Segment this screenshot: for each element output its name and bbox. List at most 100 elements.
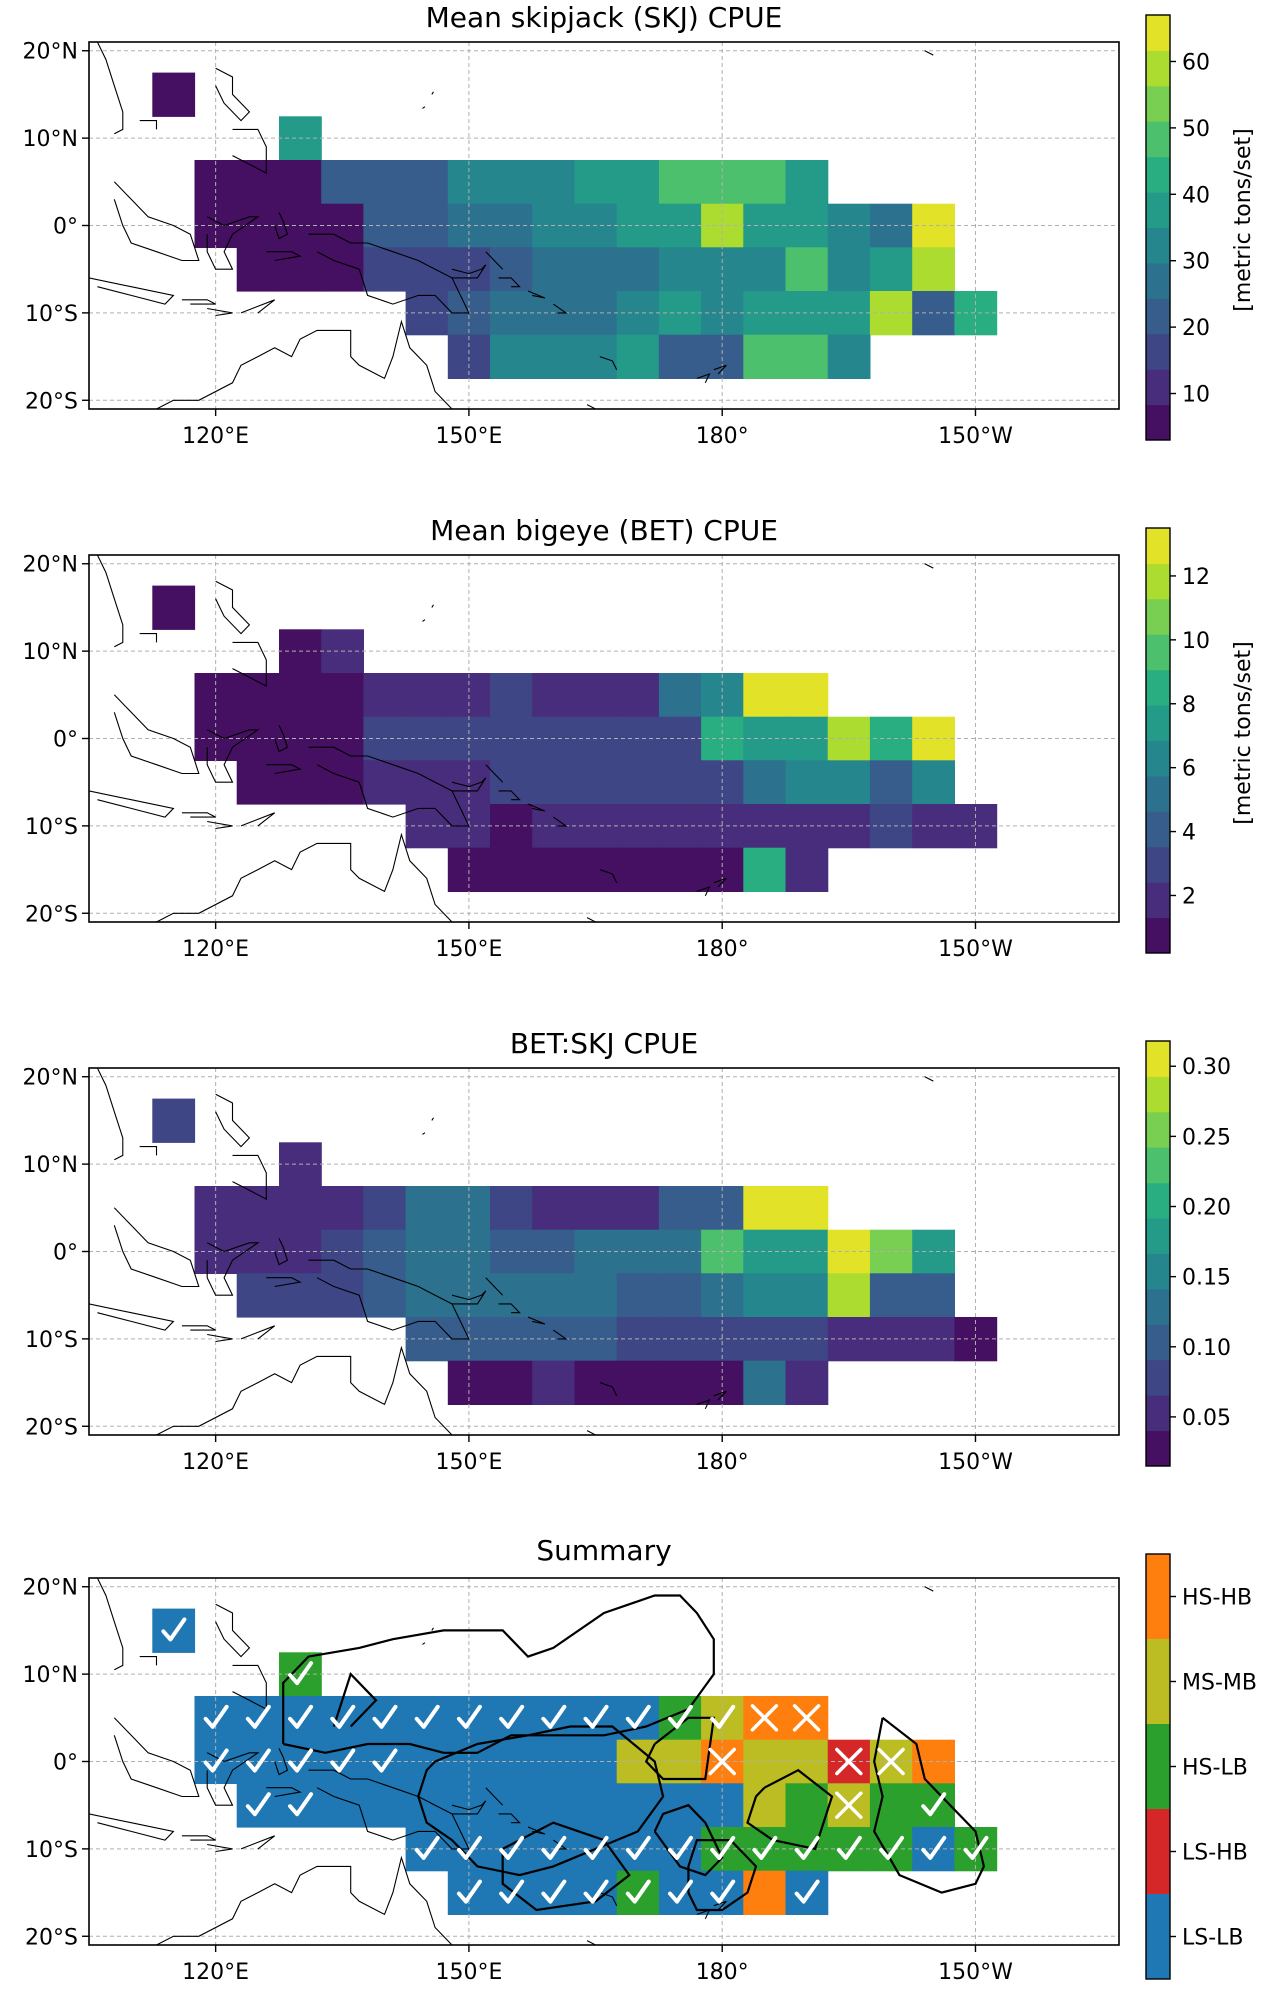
check-mark-icon [667, 1704, 693, 1729]
map-cell [869, 1273, 913, 1318]
map-cell [532, 847, 575, 892]
y-tick-label: 20°N [23, 553, 78, 578]
colorbar-frame [1145, 14, 1171, 441]
map-cell [574, 1360, 618, 1405]
coastline [451, 1290, 487, 1305]
map-cell [616, 334, 660, 379]
map-cell [743, 1783, 787, 1828]
colorbar-tick-label: 0.05 [1182, 1406, 1231, 1431]
coastline [139, 633, 158, 643]
map-cell [785, 160, 829, 205]
map-cell [405, 247, 449, 292]
map-plot-area: 120°E 150°E 180° 150°W 20°N 10°N 0° 10°S 20°S [23, 553, 1120, 962]
coastlines [89, 42, 934, 409]
coastline [96, 1578, 124, 1671]
coastline [696, 373, 711, 384]
coastline [181, 1325, 216, 1331]
map-cell [658, 760, 702, 805]
map-cell [574, 247, 618, 292]
map-cell [574, 760, 618, 805]
colorbar-step [1146, 1041, 1170, 1077]
coastline [232, 1664, 267, 1711]
y-tick-label: 10°S [25, 1838, 78, 1863]
colorbar-swatch [1146, 1809, 1170, 1894]
y-tick-label: 10°N [23, 127, 78, 152]
x-tick-label: 150°E [435, 1960, 502, 1985]
y-tick-label: 0° [53, 728, 78, 753]
map-cell [912, 1317, 955, 1362]
map-cell [743, 1360, 787, 1405]
map-cell [405, 1696, 449, 1741]
colorbar-tick-label: 10 [1182, 629, 1210, 654]
map-cell [236, 1783, 280, 1828]
colorbar-step [1146, 121, 1170, 158]
map-cell [532, 1273, 575, 1318]
coastline [232, 1154, 267, 1201]
check-mark-icon [203, 1704, 229, 1729]
colorbar-step [1146, 15, 1170, 51]
colorbar: 2 4 6 8 10 12 [1145, 527, 1210, 954]
colorbar-step [1146, 50, 1170, 87]
gridlines [89, 555, 1119, 922]
colorbar-step [1146, 1359, 1170, 1396]
y-tick-label: 20°N [23, 1066, 78, 1091]
map-cell [490, 1783, 533, 1828]
colorbar-step [1146, 1430, 1170, 1467]
x-tick-label: 150°E [435, 424, 502, 449]
colorbar-tick-label: 6 [1182, 757, 1196, 782]
map-cell [236, 1273, 280, 1318]
coastline [713, 1390, 727, 1401]
y-tick-label: 10°N [23, 1153, 78, 1178]
x-tick-label: 150°W [938, 424, 1013, 449]
colorbar-step [1146, 1111, 1170, 1148]
coastline [215, 67, 251, 122]
map-plot-area: 120°E 150°E 180° 150°W 20°N 10°N 0° 10°S 20°S [23, 1576, 1120, 1985]
check-mark-icon [921, 1835, 947, 1860]
coastline [96, 555, 124, 648]
map-cell [574, 1783, 618, 1828]
coastline [485, 764, 504, 783]
coastline [266, 251, 302, 262]
map-cell [152, 585, 196, 630]
map-cell [490, 673, 533, 718]
coastline [181, 812, 216, 818]
coastline [696, 1399, 711, 1410]
map-cell [658, 673, 702, 718]
panel-ratio-cpue: BET:SKJ CPUE 120°E 150°E 180° 150°W 20°N 10°N… [23, 1027, 1231, 1475]
coastline [96, 42, 124, 135]
map-cell [616, 1870, 660, 1915]
panel-title: Summary [536, 1534, 671, 1567]
coastline [113, 694, 200, 775]
boundary-line [417, 1725, 665, 1877]
map-cell [532, 1783, 575, 1828]
coastline [422, 1642, 426, 1645]
coastline [308, 1259, 470, 1340]
coastline [586, 404, 597, 409]
gridlines [89, 42, 1119, 409]
check-mark-icon [583, 1879, 609, 1904]
map-cell [616, 247, 660, 292]
x-tick-label: 150°E [435, 937, 502, 962]
boundary-line [746, 1768, 834, 1851]
check-mark-icon [667, 1879, 693, 1904]
coastline [924, 1076, 934, 1082]
map-cell [279, 673, 322, 718]
check-mark-icon [921, 1792, 947, 1817]
x-tick-label: 180° [696, 424, 749, 449]
map-cell [616, 1360, 660, 1405]
map-cell [912, 1273, 955, 1318]
colorbar-step [1146, 811, 1170, 848]
coastline [113, 1207, 200, 1288]
coastline [431, 604, 434, 608]
colorbar-category-label: LS-HB [1182, 1841, 1248, 1866]
x-tick-label: 180° [696, 1450, 749, 1475]
y-tick-label: 20°S [25, 389, 78, 414]
check-mark-icon [963, 1835, 989, 1860]
map-cell [490, 1696, 533, 1741]
coastline [206, 1752, 260, 1806]
check-mark-icon [667, 1835, 693, 1860]
y-tick-label: 10°S [25, 815, 78, 840]
panel-summary: Summary 120°E 150°E 180° 150°W 20°N 10°N 0° 10°… [23, 1534, 1257, 1985]
check-mark-icon [456, 1704, 482, 1729]
coastline [89, 1813, 175, 1841]
